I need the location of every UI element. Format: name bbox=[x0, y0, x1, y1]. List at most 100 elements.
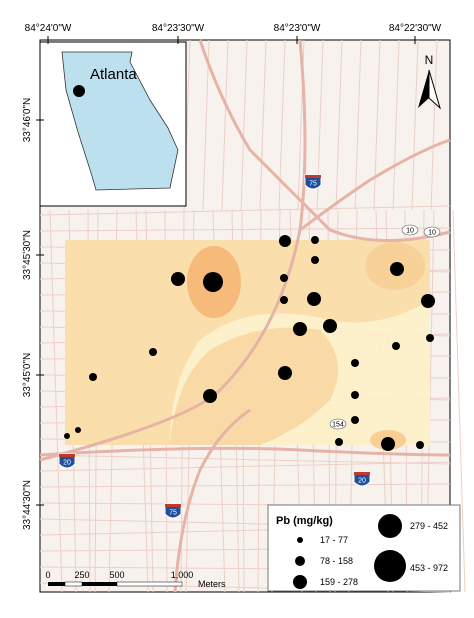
sample-point bbox=[307, 292, 321, 306]
scale-segment bbox=[48, 582, 182, 586]
street bbox=[221, 39, 229, 211]
shield bbox=[164, 503, 182, 519]
north-label: N bbox=[425, 53, 434, 67]
legend-label: 159 - 278 bbox=[320, 577, 358, 587]
sample-points bbox=[64, 235, 435, 451]
sample-point bbox=[280, 274, 288, 282]
shield-top bbox=[354, 472, 370, 475]
legend-symbol bbox=[295, 556, 305, 566]
latitude-label: 33°44'30"N bbox=[22, 480, 33, 530]
street bbox=[202, 39, 210, 211]
shield-label: 10 bbox=[428, 230, 436, 237]
street bbox=[240, 39, 248, 211]
sample-point bbox=[351, 416, 359, 424]
latitude-label: 33°45'0"N bbox=[22, 353, 33, 398]
longitude-label: 84°24'0"W bbox=[25, 23, 72, 34]
longitude-label: 84°22'30"W bbox=[389, 23, 442, 34]
scale-label: 500 bbox=[109, 570, 124, 580]
legend-label: 78 - 158 bbox=[320, 556, 353, 566]
scale-unit: Meters bbox=[198, 579, 226, 589]
street bbox=[39, 483, 451, 488]
scale-segment bbox=[116, 581, 183, 587]
sample-point bbox=[293, 322, 307, 336]
legend-title: Pb (mg/kg) bbox=[276, 515, 333, 527]
street bbox=[392, 39, 400, 211]
scale-label: 0 bbox=[45, 570, 50, 580]
legend-symbol bbox=[293, 575, 307, 589]
latitude-label: 33°45'30"N bbox=[22, 230, 33, 280]
shield-label: 75 bbox=[309, 181, 317, 188]
sample-point bbox=[351, 359, 359, 367]
street bbox=[39, 205, 451, 216]
longitude-label: 84°23'0"W bbox=[274, 23, 321, 34]
sample-point bbox=[323, 319, 337, 333]
shield bbox=[329, 418, 347, 430]
street bbox=[49, 209, 63, 593]
sample-point bbox=[390, 262, 404, 276]
shield bbox=[58, 453, 76, 469]
sample-point bbox=[203, 272, 223, 292]
north-arrow-right bbox=[428, 69, 441, 110]
legend: Pb (mg/kg) 17 - 77 78 - 158 159 - 278 27… bbox=[267, 504, 461, 592]
shield-label: 10 bbox=[406, 228, 414, 235]
sample-point bbox=[392, 342, 400, 350]
graticule-labels: 84°24'0"W 84°23'30"W 84°23'0"W 84°22'30"W 33… bbox=[22, 23, 442, 530]
shield-top bbox=[59, 454, 75, 457]
sample-point bbox=[278, 366, 292, 380]
highway bbox=[198, 39, 451, 242]
scale-bar: 0 250 500 1,000 Meters bbox=[45, 570, 226, 589]
north-arrow: N bbox=[418, 53, 441, 110]
sample-point bbox=[64, 433, 70, 439]
roads bbox=[39, 39, 451, 593]
shield-label: 154 bbox=[332, 422, 344, 429]
sample-point bbox=[311, 256, 319, 264]
shield-top bbox=[305, 175, 321, 178]
shield-label: 20 bbox=[63, 460, 71, 467]
legend-label: 17 - 77 bbox=[320, 535, 348, 545]
shield bbox=[401, 224, 419, 236]
scale-segment bbox=[64, 581, 83, 587]
interpolation-zone bbox=[65, 240, 430, 445]
highway bbox=[39, 446, 451, 457]
legend-label: 279 - 452 bbox=[410, 521, 448, 531]
sample-point bbox=[335, 438, 343, 446]
sample-point bbox=[351, 391, 359, 399]
street bbox=[39, 461, 451, 472]
inset-map: Atlanta bbox=[39, 41, 187, 207]
highway bbox=[173, 408, 251, 593]
scale-label: 1,000 bbox=[171, 570, 194, 580]
legend-symbol bbox=[374, 550, 406, 582]
road-shields: 75 75 20 20 10 10 154 bbox=[58, 174, 441, 519]
street bbox=[335, 39, 343, 211]
sample-point bbox=[89, 373, 97, 381]
inset-label: Atlanta bbox=[90, 66, 137, 83]
interpolation-zone bbox=[170, 327, 338, 445]
street bbox=[39, 454, 451, 465]
sample-point bbox=[203, 389, 217, 403]
legend-symbol bbox=[297, 537, 303, 543]
shield-label: 75 bbox=[169, 510, 177, 517]
sample-point bbox=[426, 334, 434, 342]
shield-label: 20 bbox=[358, 478, 366, 485]
shield bbox=[304, 174, 322, 190]
sample-point bbox=[75, 427, 81, 433]
shield bbox=[423, 226, 441, 238]
shield-top bbox=[165, 504, 181, 507]
highway bbox=[39, 39, 307, 462]
sample-point bbox=[421, 294, 435, 308]
street bbox=[430, 39, 438, 211]
legend-symbol bbox=[378, 514, 402, 538]
sample-point bbox=[279, 235, 291, 247]
street bbox=[259, 39, 267, 211]
street bbox=[373, 39, 381, 211]
sample-point bbox=[149, 348, 157, 356]
highway bbox=[299, 138, 451, 232]
scale-label: 250 bbox=[74, 570, 89, 580]
sample-point bbox=[171, 272, 185, 286]
longitude-label: 84°23'30"W bbox=[152, 23, 205, 34]
sample-point bbox=[381, 437, 395, 451]
street bbox=[39, 227, 451, 232]
legend-label: 453 - 972 bbox=[410, 563, 448, 573]
shield bbox=[353, 471, 371, 487]
